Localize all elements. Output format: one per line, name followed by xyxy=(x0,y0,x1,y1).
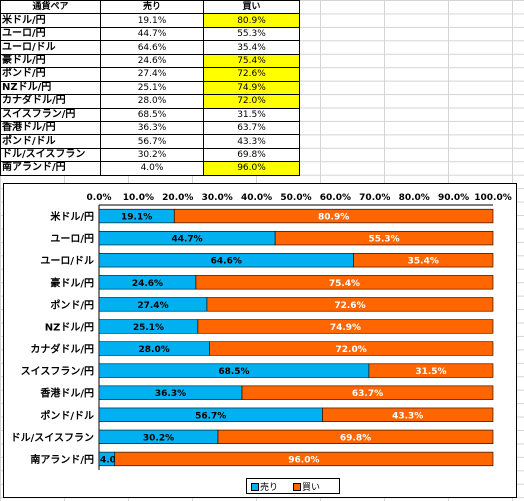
data-label-sell: 30.2% xyxy=(143,433,174,443)
bar-segment-buy xyxy=(114,451,494,467)
legend-label-sell: 売り xyxy=(260,483,279,493)
bar-segment-buy xyxy=(197,319,494,334)
table-row: スイスフラン/円 68.5% 31.5% xyxy=(0,107,300,122)
data-label-buy: 35.4% xyxy=(408,257,439,267)
data-label-sell: 25.1% xyxy=(133,323,164,333)
category-label: ポンド/ドル xyxy=(40,409,94,422)
bar-segment-buy xyxy=(195,275,494,290)
x-tick-label: 70.0% xyxy=(359,193,390,203)
chart-legend[interactable]: 売り 買い xyxy=(246,478,340,494)
data-label-buy: 31.5% xyxy=(415,367,446,377)
x-tick-label: 100.0% xyxy=(474,193,512,203)
data-label-sell: 64.6% xyxy=(211,257,242,267)
data-label-buy: 96.0% xyxy=(288,455,319,465)
table-row: 南アランド/円 4.0% 96.0% xyxy=(0,161,300,176)
category-label: 米ドル/円 xyxy=(50,210,94,223)
cell-buy[interactable]: 72.0% xyxy=(203,94,300,109)
data-label-buy: 75.4% xyxy=(329,279,360,289)
bar-segment-buy xyxy=(241,385,494,400)
table-row: ポンド/円 27.4% 72.6% xyxy=(0,67,300,82)
category-label: ドル/スイスフラン xyxy=(11,432,94,444)
bar-segment-buy xyxy=(353,253,494,268)
bar-segment-buy xyxy=(322,407,494,422)
cell-pair[interactable]: 南アランド/円 xyxy=(0,161,101,176)
category-label: 香港ドル/円 xyxy=(40,387,94,400)
cell-buy[interactable]: 74.9% xyxy=(203,80,300,96)
data-label-buy: 55.3% xyxy=(368,235,399,245)
data-label-buy: 80.9% xyxy=(318,213,349,223)
category-label: ポンド/円 xyxy=(50,298,94,311)
data-label-sell: 28.0% xyxy=(139,345,170,355)
table-row: 豪ドル/円 24.6% 75.4% xyxy=(0,53,300,69)
x-tick-label: 0.0% xyxy=(87,193,112,203)
data-label-buy: 63.7% xyxy=(352,389,383,399)
bar-segment-buy xyxy=(217,429,494,445)
cell-buy[interactable]: 75.4% xyxy=(203,53,300,69)
data-label-sell: 36.3% xyxy=(155,389,186,399)
x-tick-label: 20.0% xyxy=(162,193,193,203)
x-tick-label: 50.0% xyxy=(280,193,311,203)
bar-segment-buy xyxy=(368,363,494,378)
data-label-sell: 56.7% xyxy=(195,411,226,421)
data-label-sell: 27.4% xyxy=(137,301,168,311)
x-tick-label: 90.0% xyxy=(438,193,469,203)
data-label-sell: 19.1% xyxy=(121,213,152,223)
table-body: 米ドル/円 19.1% 80.9% ユーロ/円 44.7% 55.3% ユーロ/ドル 64.6… xyxy=(0,13,300,176)
cell-buy[interactable]: 72.6% xyxy=(203,67,300,82)
x-tick-label: 80.0% xyxy=(399,193,430,203)
category-label: 豪ドル/円 xyxy=(50,276,94,289)
cell-buy[interactable]: 96.0% xyxy=(203,161,300,176)
header-buy[interactable]: 買い xyxy=(203,0,300,15)
data-table: 通貨ペア 売り 買い 米ドル/円 19.1% 80.9% ユーロ/円 44.7% 55.3… xyxy=(0,0,300,176)
legend-swatch-sell xyxy=(251,483,259,491)
data-label-buy: 72.6% xyxy=(334,301,365,311)
category-label: ユーロ/円 xyxy=(50,233,94,245)
category-label: カナダドル/円 xyxy=(30,343,94,356)
category-label: NZドル/円 xyxy=(45,321,94,333)
x-tick-label: 60.0% xyxy=(320,193,351,203)
data-label-sell: 44.7% xyxy=(171,235,202,245)
x-tick-label: 40.0% xyxy=(241,193,272,203)
legend-swatch-buy xyxy=(293,483,301,491)
data-label-buy: 69.8% xyxy=(340,433,371,443)
x-tick-label: 10.0% xyxy=(123,193,154,203)
table-row: ドル/スイスフラン 30.2% 69.8% xyxy=(0,147,300,163)
category-label: ユーロ/ドル xyxy=(40,255,94,267)
data-label-sell: 4.0% xyxy=(100,455,125,465)
data-label-buy: 43.3% xyxy=(392,411,423,421)
table-row: 香港ドル/円 36.3% 63.7% xyxy=(0,120,300,136)
data-label-sell: 24.6% xyxy=(132,279,163,289)
data-label-sell: 68.5% xyxy=(218,367,249,377)
legend-label-buy: 買い xyxy=(302,483,321,493)
category-label: 南アランド/円 xyxy=(30,453,94,466)
bar-segment-buy xyxy=(274,230,494,246)
bar-segment-buy xyxy=(173,208,494,224)
data-label-buy: 72.0% xyxy=(336,345,367,355)
x-tick-label: 30.0% xyxy=(202,193,233,203)
bar-segment-buy xyxy=(206,297,494,312)
data-label-buy: 74.9% xyxy=(330,323,361,333)
category-label: スイスフラン/円 xyxy=(21,366,94,378)
bar-segment-buy xyxy=(209,341,494,356)
